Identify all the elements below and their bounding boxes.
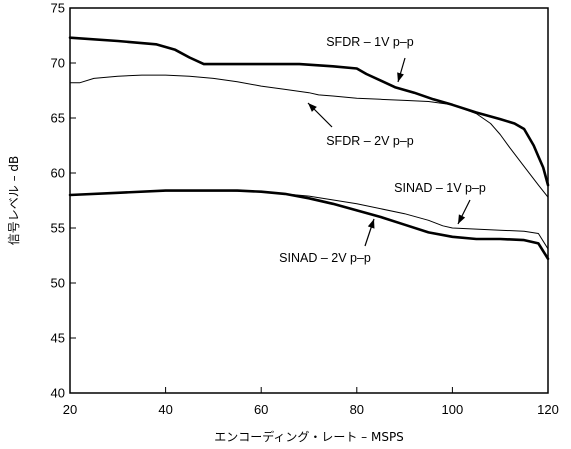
- y-tick-label: 50: [51, 276, 65, 291]
- y-tick-label: 40: [51, 386, 65, 401]
- x-tick-label: 20: [63, 402, 77, 417]
- y-tick-label: 65: [51, 111, 65, 126]
- y-tick-label: 70: [51, 56, 65, 71]
- x-tick-label: 40: [158, 402, 172, 417]
- x-tick-label: 120: [537, 402, 559, 417]
- x-axis-ticks: 20 40 60 80 100 120: [63, 387, 559, 417]
- series-sfdr-1v-line: [68, 36, 550, 187]
- y-tick-label: 55: [51, 221, 65, 236]
- series-layer: [68, 36, 550, 261]
- x-tick-label: 60: [254, 402, 268, 417]
- annotation-arrowhead-sfdr-2v: [308, 103, 317, 112]
- series-sfdr-2v-line: [69, 74, 549, 198]
- y-tick-label: 60: [51, 166, 65, 181]
- series-sinad-2v-line: [68, 189, 550, 261]
- x-tick-label: 80: [350, 402, 364, 417]
- annotation-sinad-2v: SINAD – 2V p–p: [279, 251, 371, 265]
- annotation-arrowhead-sinad-1v: [458, 214, 466, 224]
- y-axis-label: 信号レベル – dB: [7, 156, 21, 245]
- y-tick-label: 75: [51, 1, 65, 16]
- annotation-sfdr-2v: SFDR – 2V p–p: [326, 134, 414, 148]
- annotation-sfdr-1v: SFDR – 1V p–p: [326, 35, 414, 49]
- plot-frame: [69, 7, 549, 394]
- x-tick-label: 100: [442, 402, 464, 417]
- y-axis-ticks: 40 45 50 55 60 65 70 75: [51, 1, 76, 401]
- x-axis-label: エンコーディング・レート – MSPS: [214, 429, 404, 444]
- annotation-sinad-1v: SINAD – 1V p–p: [394, 181, 486, 195]
- annotations-layer: SFDR – 1V p–p SFDR – 2V p–p SINAD – 1V p–p…: [279, 35, 486, 265]
- annotation-arrowhead-sinad-2v: [367, 219, 375, 229]
- annotation-arrowhead-sfdr-1v: [397, 72, 404, 82]
- y-tick-label: 45: [51, 331, 65, 346]
